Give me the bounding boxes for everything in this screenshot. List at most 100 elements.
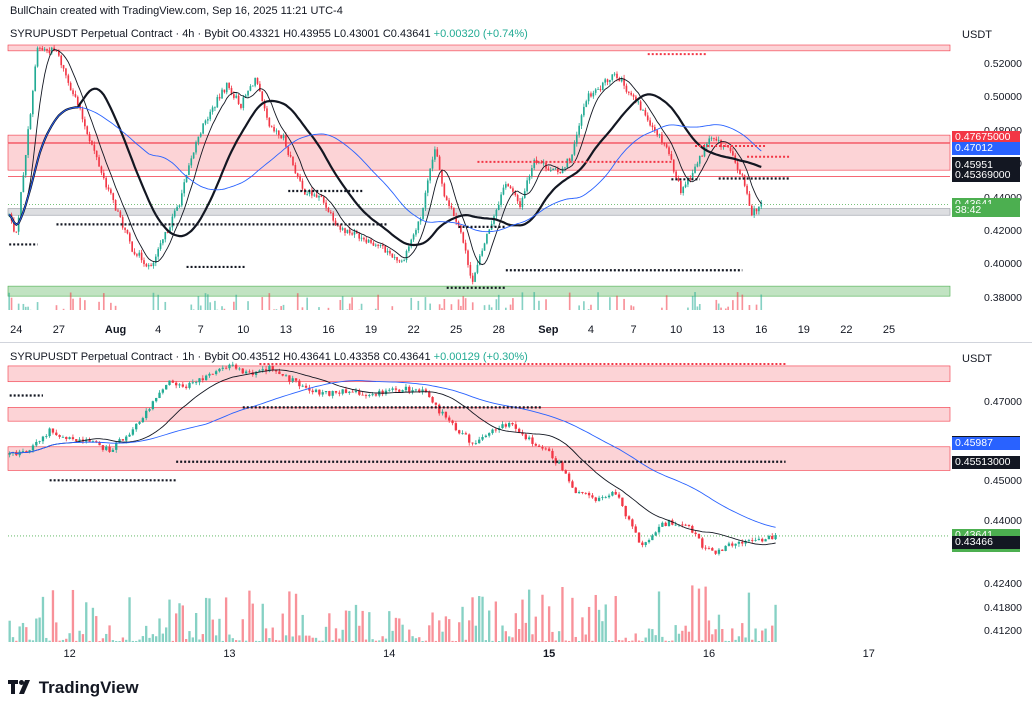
logo-text: TradingView [38,678,139,697]
volume-bar [731,628,734,642]
candle-body [573,143,576,155]
candle-body [578,125,580,135]
candle-body [285,135,287,147]
bottom-low: L0.43358 [333,351,380,363]
candle-body [621,497,624,506]
candle-body [431,397,434,403]
candle-body [434,402,438,405]
candle-body [320,195,323,197]
volume-bar [774,604,777,642]
volume-bar [488,304,491,310]
volume-bar [75,640,78,642]
candle-body [322,196,325,203]
price-axis-label: 0.41800 [984,601,1022,614]
candle-body [162,239,164,244]
price-axis-label: 0.45000 [984,475,1022,488]
volume-bar [741,294,744,310]
price-axis-label: 0.40000 [984,258,1022,271]
volume-bar [348,303,351,310]
candle-body [601,497,604,499]
candle-body [739,169,741,175]
candle-body [500,194,502,205]
candle-body [665,144,668,148]
candle-body [552,168,554,171]
candle-body [199,133,202,137]
candle-body [150,265,152,267]
candle-body [434,149,436,160]
tradingview-logo[interactable]: TradingView [8,678,139,698]
volume-bar [623,298,625,310]
volume-bar [91,607,95,642]
volume-bar [533,292,536,310]
top-currency-label[interactable]: USDT [962,29,992,41]
candle-body [351,233,353,235]
volume-bar [541,594,544,642]
volume-bar [204,597,208,642]
top-chart-pane[interactable] [0,0,1032,310]
volume-bar [497,294,500,310]
bottom-currency-label[interactable]: USDT [962,353,992,365]
candle-body [298,380,301,387]
price-axis-label: 0.42400 [984,577,1022,590]
candle-body [684,524,687,526]
volume-bar [557,631,561,642]
candle-body [396,257,398,261]
candle-body [211,373,214,375]
moving-average-line [8,106,762,233]
candle-body [308,190,311,194]
time-axis-label: Sep [538,324,559,336]
pane-divider[interactable] [0,342,1032,343]
candle-body [681,524,684,526]
volume-bar [424,640,428,642]
candle-body [364,395,368,397]
candle-body [58,434,61,437]
candle-body [544,448,547,450]
candle-body [401,390,404,392]
volume-bar [284,635,288,642]
volume-bar [209,302,212,310]
candle-body [448,200,450,206]
volume-bar [417,300,420,310]
time-axis-label: 13 [712,324,725,336]
volume-bar [318,640,321,642]
volume-bar [198,639,201,642]
candle-body [128,434,131,437]
candle-body [124,227,126,230]
volume-bar [724,640,727,642]
candle-body [714,550,717,554]
candle-body [428,391,431,398]
volume-bar [524,622,527,642]
volume-bar [157,294,160,310]
candle-body [348,391,351,393]
volume-bar [344,610,348,642]
candle-body [557,462,561,464]
candle-body [674,524,677,526]
candle-body [535,159,538,164]
volume-bar [667,640,671,642]
time-axis-label: 17 [862,648,875,660]
top-change: +0.00320 (+0.74%) [433,28,528,40]
volume-bar [282,304,285,310]
candle-body [318,389,321,395]
candle-body [228,82,230,89]
candle-body [760,202,763,207]
candle-body [274,370,278,372]
candle-body [244,371,248,374]
candle-body [321,392,324,395]
candle-body [478,439,481,444]
candle-body [533,159,536,169]
candle-body [221,89,223,99]
volume-bar [450,304,453,310]
volume-bar [687,307,689,310]
volume-bar [254,640,258,642]
volume-bar [464,639,468,642]
volume-bar [188,631,191,642]
candle-body [41,436,45,442]
candle-body [198,378,201,383]
volume-bar [121,637,125,642]
candle-body [571,481,574,488]
candle-body [747,540,751,542]
candle-body [147,265,150,267]
candle-body [661,522,664,527]
